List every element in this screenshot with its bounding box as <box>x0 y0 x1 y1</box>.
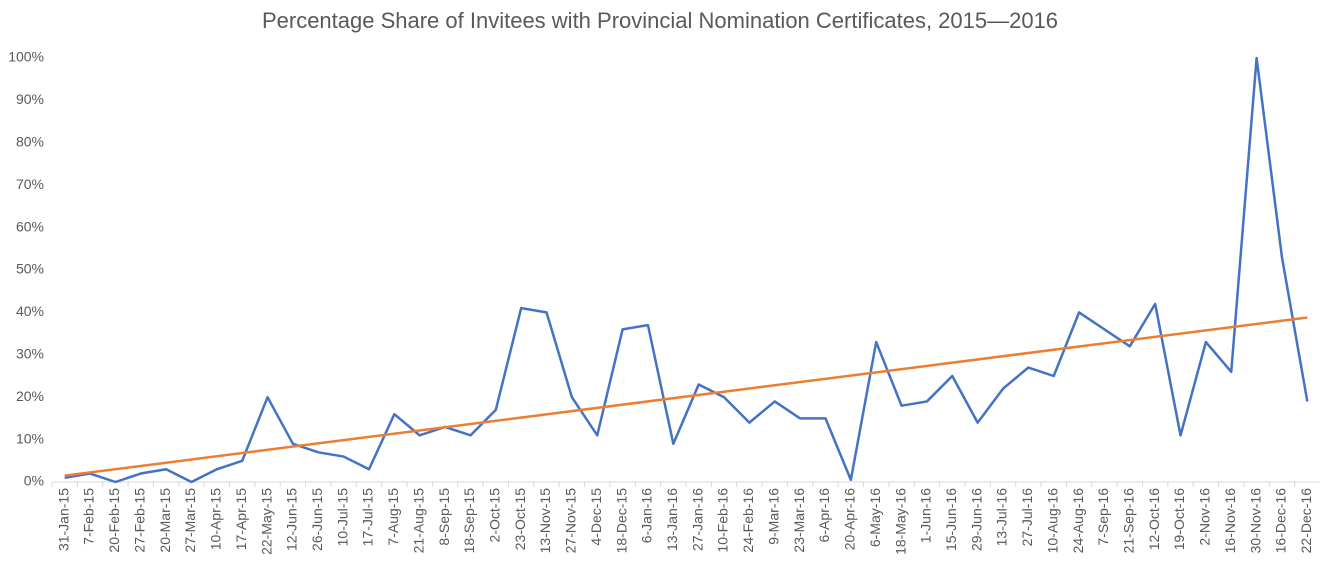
x-tick-label: 20-Feb-15 <box>106 488 122 553</box>
x-tick-label: 30-Nov-16 <box>1247 488 1263 554</box>
x-tick-label: 2-Oct-15 <box>487 488 503 543</box>
x-tick-label: 7-Aug-15 <box>385 488 401 546</box>
y-tick-label: 60% <box>16 218 44 234</box>
x-tick-label: 13-Jan-16 <box>664 488 680 551</box>
x-tick-label: 31-Jan-15 <box>55 488 71 551</box>
x-tick-label: 29-Jun-16 <box>968 488 984 551</box>
x-tick-label: 26-Jun-15 <box>309 488 325 551</box>
x-tick-label: 10-Jul-15 <box>334 488 350 547</box>
y-tick-label: 20% <box>16 388 44 404</box>
x-tick-label: 16-Dec-16 <box>1273 488 1289 554</box>
x-tick-label: 6-May-16 <box>867 488 883 547</box>
x-tick-label: 19-Oct-16 <box>1171 488 1187 550</box>
y-tick-label: 70% <box>16 176 44 192</box>
x-tick-label: 18-May-16 <box>892 488 908 555</box>
y-tick-label: 100% <box>8 49 44 65</box>
x-tick-label: 22-May-15 <box>258 488 274 555</box>
data-line <box>64 56 1309 484</box>
y-tick-label: 0% <box>24 473 44 489</box>
x-tick-label: 24-Aug-16 <box>1070 488 1086 554</box>
x-tick-label: 27-Jan-16 <box>689 488 705 551</box>
y-tick-label: 40% <box>16 303 44 319</box>
x-tick-label: 13-Jul-16 <box>994 488 1010 547</box>
y-tick-label: 50% <box>16 261 44 277</box>
x-tick-label: 8-Sep-15 <box>436 488 452 546</box>
x-tick-label: 27-Jul-16 <box>1019 488 1035 547</box>
x-tick-label: 2-Nov-16 <box>1197 488 1213 546</box>
x-tick-label: 24-Feb-16 <box>740 488 756 553</box>
x-tick-label: 1-Jun-16 <box>918 488 934 543</box>
x-tick-label: 7-Feb-15 <box>81 488 97 545</box>
x-tick-label: 27-Nov-15 <box>563 488 579 554</box>
x-tick-label: 22-Dec-16 <box>1298 488 1314 554</box>
x-tick-label: 10-Apr-15 <box>208 488 224 550</box>
x-tick-label: 6-Jan-16 <box>639 488 655 543</box>
x-tick-label: 20-Apr-16 <box>842 488 858 550</box>
x-tick-label: 18-Dec-15 <box>613 488 629 554</box>
y-tick-label: 30% <box>16 346 44 362</box>
x-tick-label: 23-Oct-15 <box>512 488 528 550</box>
x-tick-label: 12-Oct-16 <box>1146 488 1162 550</box>
x-tick-label: 17-Apr-15 <box>233 488 249 550</box>
x-tick-label: 4-Dec-15 <box>588 488 604 546</box>
x-tick-label: 10-Aug-16 <box>1044 488 1060 554</box>
trend-line <box>64 316 1308 477</box>
x-tick-label: 21-Sep-16 <box>1121 488 1137 554</box>
x-tick-label: 16-Nov-16 <box>1222 488 1238 554</box>
x-tick-label: 6-Apr-16 <box>816 488 832 543</box>
chart-title: Percentage Share of Invitees with Provin… <box>262 8 1058 33</box>
x-tick-label: 23-Mar-16 <box>791 488 807 553</box>
x-tick-label: 18-Sep-15 <box>461 488 477 554</box>
x-tick-label: 21-Aug-15 <box>410 488 426 554</box>
y-tick-label: 90% <box>16 91 44 107</box>
x-tick-label: 27-Mar-15 <box>182 488 198 553</box>
x-tick-label: 27-Feb-15 <box>131 488 147 553</box>
y-tick-label: 10% <box>16 430 44 446</box>
x-tick-label: 20-Mar-15 <box>157 488 173 553</box>
x-tick-label: 9-Mar-16 <box>765 488 781 545</box>
x-tick-label: 13-Nov-15 <box>537 488 553 554</box>
x-tick-label: 15-Jun-16 <box>943 488 959 551</box>
x-tick-label: 17-Jul-15 <box>360 488 376 547</box>
x-tick-label: 7-Sep-16 <box>1095 488 1111 546</box>
y-tick-label: 80% <box>16 134 44 150</box>
x-tick-label: 10-Feb-16 <box>715 488 731 553</box>
x-tick-label: 12-Jun-15 <box>284 488 300 551</box>
